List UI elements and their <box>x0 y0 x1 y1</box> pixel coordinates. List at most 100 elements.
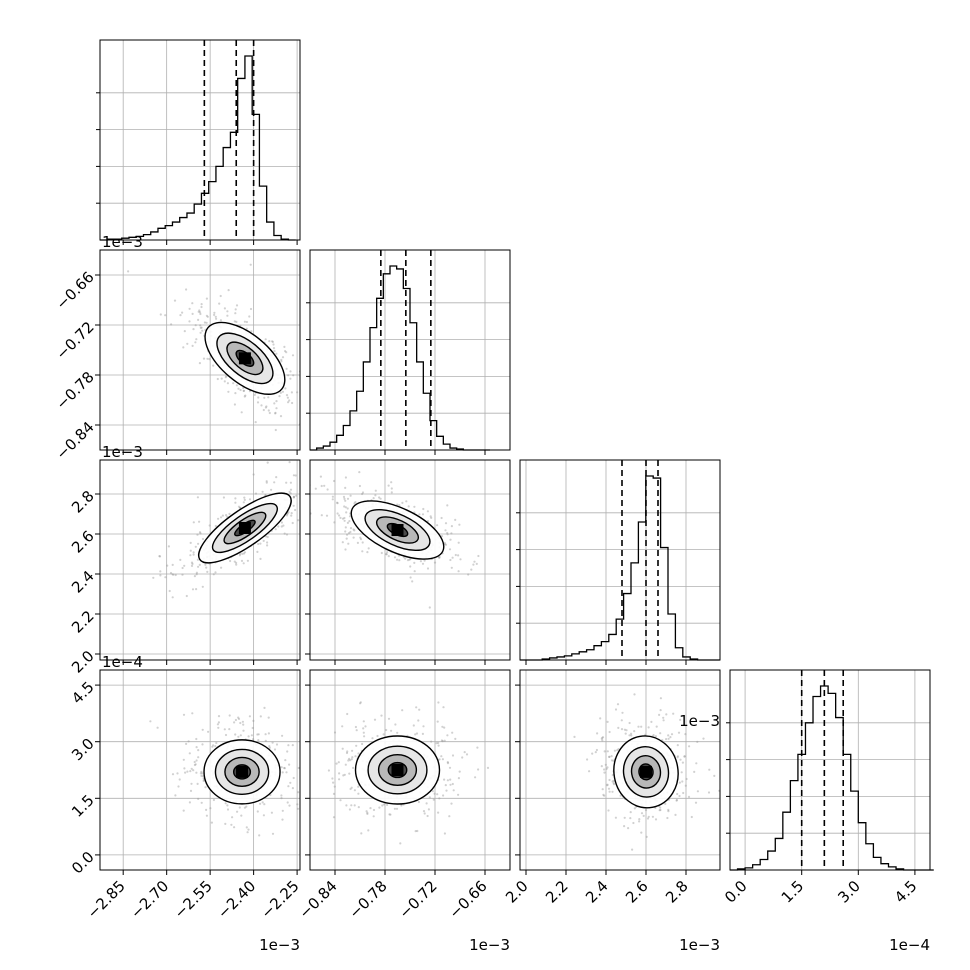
sample-point <box>695 762 698 765</box>
sample-point <box>188 752 191 755</box>
sample-point <box>605 767 608 771</box>
sample-point <box>245 320 248 324</box>
sample-point <box>183 767 186 770</box>
sample-point <box>362 720 365 723</box>
sample-point <box>279 391 282 394</box>
sample-point <box>349 494 352 497</box>
sample-point <box>440 535 444 538</box>
sample-point <box>608 790 611 793</box>
sample-point <box>217 726 220 729</box>
sample-point <box>374 489 377 492</box>
sample-point <box>172 573 175 576</box>
y-tick-label: −0.78 <box>52 368 97 413</box>
sample-point <box>187 740 190 743</box>
sample-point <box>385 728 388 732</box>
sample-point <box>454 737 457 741</box>
sample-point <box>164 314 167 317</box>
sample-point <box>158 555 161 558</box>
sample-point <box>204 563 207 566</box>
sample-point <box>252 738 255 741</box>
sample-point <box>390 729 393 732</box>
sample-point <box>633 730 636 733</box>
y-tick-label: −0.66 <box>52 268 97 313</box>
sample-point <box>676 756 679 759</box>
sample-point <box>477 768 480 771</box>
sample-point <box>216 377 219 381</box>
sample-point <box>249 307 253 311</box>
sample-point <box>449 538 452 541</box>
sample-point <box>680 771 683 774</box>
sample-point <box>369 807 372 810</box>
sample-point <box>476 746 479 749</box>
sample-point <box>224 376 227 379</box>
sample-point <box>449 778 452 781</box>
sample-point <box>303 503 305 505</box>
sample-point <box>303 509 305 511</box>
sample-point <box>632 821 635 825</box>
sample-point <box>231 816 234 819</box>
sample-point <box>387 555 390 558</box>
sample-point <box>226 310 229 313</box>
sample-point <box>314 469 316 471</box>
sample-point <box>443 726 446 729</box>
sample-point <box>193 760 196 764</box>
sample-point <box>307 502 309 504</box>
sample-point <box>436 524 439 527</box>
sample-point <box>662 716 665 719</box>
sample-point <box>387 717 391 720</box>
sample-point <box>326 488 329 491</box>
sample-point <box>600 737 603 740</box>
sample-point <box>312 410 314 412</box>
sample-point <box>354 755 357 758</box>
sample-point <box>268 411 271 415</box>
sample-point <box>195 573 198 576</box>
sample-point <box>250 330 253 333</box>
histogram-line <box>520 475 720 661</box>
sample-point <box>386 803 389 807</box>
sample-point <box>290 514 293 517</box>
sample-point <box>274 412 277 415</box>
sample-point <box>249 263 252 266</box>
sample-point <box>433 561 437 564</box>
sample-point <box>360 832 363 835</box>
sample-point <box>245 327 248 330</box>
sample-point <box>190 564 194 568</box>
sample-point <box>446 762 450 765</box>
sample-point <box>284 350 287 353</box>
sample-point <box>421 732 424 736</box>
sample-point <box>607 809 610 812</box>
sample-point <box>204 786 207 789</box>
panel-1-0: −0.84 −0.78 −0.72 −0.66 1e−3 <box>52 233 314 463</box>
sample-point <box>450 802 453 805</box>
sample-point <box>628 734 631 737</box>
sample-point <box>633 807 636 810</box>
sample-point <box>287 374 290 377</box>
sample-point <box>361 541 364 544</box>
sample-point <box>586 758 589 761</box>
sample-point <box>355 729 358 732</box>
sample-point <box>629 817 632 820</box>
sample-point <box>275 400 278 403</box>
sample-point <box>625 729 628 732</box>
sample-point <box>296 803 299 806</box>
sample-point <box>168 589 171 593</box>
sample-point <box>289 377 292 380</box>
sample-point <box>380 714 383 717</box>
sample-point <box>617 748 620 751</box>
sample-point <box>291 787 294 790</box>
sample-point <box>431 790 434 793</box>
sample-point <box>199 532 202 535</box>
sample-point <box>296 391 299 394</box>
sample-point <box>356 471 358 473</box>
sample-point <box>268 340 271 343</box>
sample-point <box>477 554 480 558</box>
sample-point <box>432 798 435 801</box>
sample-point <box>333 731 337 734</box>
sample-point <box>382 803 386 806</box>
panel-0-0 <box>96 39 301 245</box>
sample-point <box>409 565 412 568</box>
sample-point <box>279 415 283 418</box>
sample-point <box>214 524 217 528</box>
sample-point <box>436 793 439 796</box>
histogram-line <box>730 685 934 871</box>
